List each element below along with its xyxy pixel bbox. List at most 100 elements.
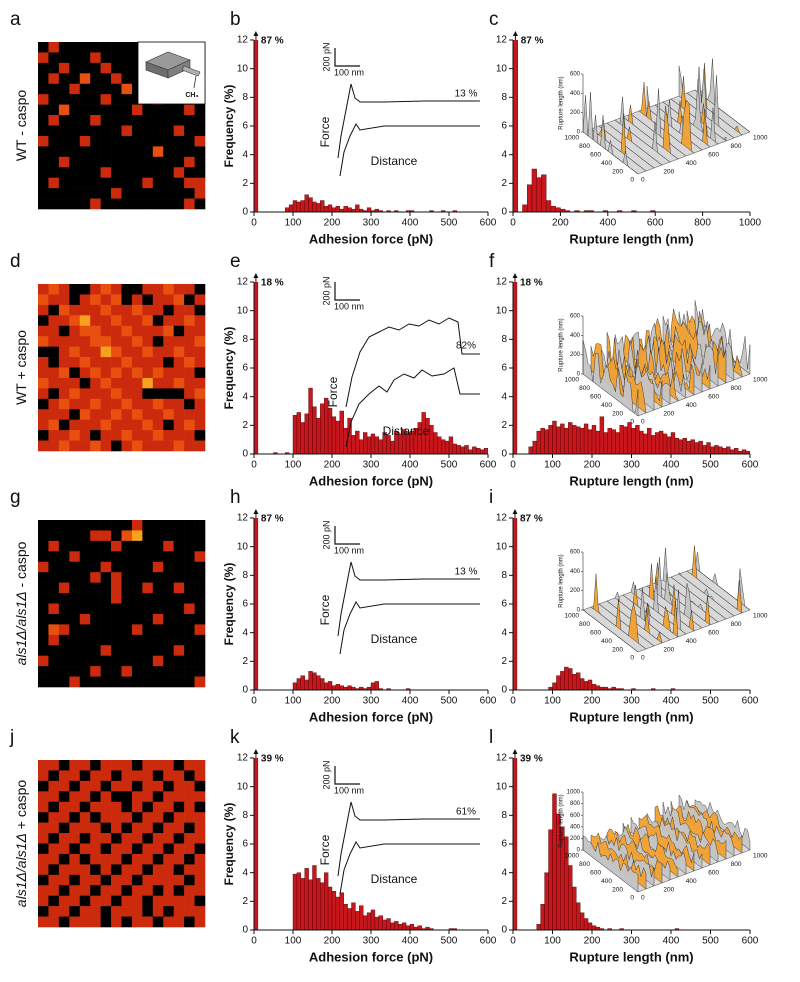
map-cell xyxy=(79,315,91,327)
map-cell xyxy=(58,906,70,917)
map-cell xyxy=(48,73,60,85)
x-tick-label: 400 xyxy=(402,460,419,471)
map-cell xyxy=(184,104,195,116)
map-cell xyxy=(79,62,91,74)
map-cell xyxy=(152,791,164,803)
map-cell xyxy=(48,812,60,823)
map-cell xyxy=(142,188,154,199)
y-tick-label: 10 xyxy=(237,305,249,316)
map-cell xyxy=(79,634,91,646)
map-cell xyxy=(142,906,154,917)
map-cell xyxy=(90,613,101,625)
bar xyxy=(734,448,739,454)
map-cell xyxy=(121,906,133,917)
map-cell xyxy=(48,822,60,834)
bar xyxy=(615,432,620,454)
map-cell xyxy=(131,357,143,368)
map-cell xyxy=(152,906,164,917)
map-cell xyxy=(111,294,122,306)
overflow-label: 87 % xyxy=(520,514,543,525)
map-cell xyxy=(69,874,81,886)
map-cell xyxy=(69,52,81,64)
map-cell xyxy=(100,52,112,64)
map-cell xyxy=(90,780,101,792)
map-cell xyxy=(48,780,60,792)
curve-annotation: 61% xyxy=(456,807,476,818)
bar xyxy=(355,204,360,212)
bar xyxy=(583,681,589,690)
map-cell xyxy=(79,770,91,782)
map-cell xyxy=(48,613,60,625)
z-tick-label: 600 xyxy=(570,813,581,819)
map-cell xyxy=(38,377,49,389)
map-cell xyxy=(173,864,185,876)
map-cell xyxy=(194,188,206,199)
bar xyxy=(398,924,403,930)
right-tick-label: 200 xyxy=(663,410,674,417)
map-cell xyxy=(173,357,185,368)
map-cell xyxy=(131,188,143,199)
map-cell xyxy=(121,561,133,573)
map-cell xyxy=(90,540,101,552)
bar xyxy=(347,908,352,930)
map-cell xyxy=(100,572,112,583)
map-cell xyxy=(38,603,49,615)
map-cell xyxy=(194,551,206,563)
map-cell xyxy=(173,336,185,347)
bar xyxy=(300,878,305,930)
map-cell xyxy=(184,167,195,178)
bar xyxy=(611,429,616,454)
map-cell xyxy=(194,624,206,636)
map-cell xyxy=(121,104,133,116)
map-cell xyxy=(163,419,174,431)
map-cell xyxy=(163,135,174,147)
map-cell xyxy=(100,916,112,928)
map-cell xyxy=(163,780,174,792)
map-cell xyxy=(131,294,143,306)
map-cell xyxy=(90,52,101,64)
map-cell xyxy=(90,572,101,583)
y-tick-label: 8 xyxy=(501,334,507,345)
surface-strip xyxy=(630,88,687,157)
map-cell xyxy=(152,304,164,316)
map-cell xyxy=(69,315,81,327)
map-cell xyxy=(48,520,60,531)
map-cell xyxy=(152,398,164,410)
map-cell xyxy=(131,822,143,834)
map-cell xyxy=(90,115,101,126)
map-cell xyxy=(58,440,70,452)
panel-letter: a xyxy=(10,9,21,30)
map-cell xyxy=(111,822,122,834)
map-cell xyxy=(100,346,112,358)
row-label-part: + caspo xyxy=(13,780,29,834)
bar xyxy=(409,924,415,930)
map-cell xyxy=(131,603,143,615)
map-cell xyxy=(111,853,122,865)
map-cell xyxy=(121,801,133,813)
map-cell xyxy=(152,833,164,844)
bar xyxy=(678,439,684,454)
map-cell xyxy=(79,520,91,531)
map-cell xyxy=(38,135,49,147)
scale-bar xyxy=(334,282,360,301)
map-cell xyxy=(38,666,49,677)
bar xyxy=(308,197,313,212)
bar xyxy=(374,681,379,690)
map-cell xyxy=(194,916,206,928)
map-cell xyxy=(38,73,49,85)
map-cell xyxy=(38,115,49,126)
bar xyxy=(304,679,309,690)
surface-strip xyxy=(622,104,679,160)
bar xyxy=(472,446,477,454)
map-cell xyxy=(152,655,164,667)
map-cell xyxy=(173,791,185,803)
map-cell xyxy=(173,561,185,573)
map-cell xyxy=(100,409,112,420)
bar xyxy=(564,666,569,690)
map-cell xyxy=(38,94,49,105)
map-cell xyxy=(90,135,101,147)
map-cell xyxy=(121,895,133,907)
map-cell xyxy=(163,624,174,636)
map-cell xyxy=(79,812,91,823)
